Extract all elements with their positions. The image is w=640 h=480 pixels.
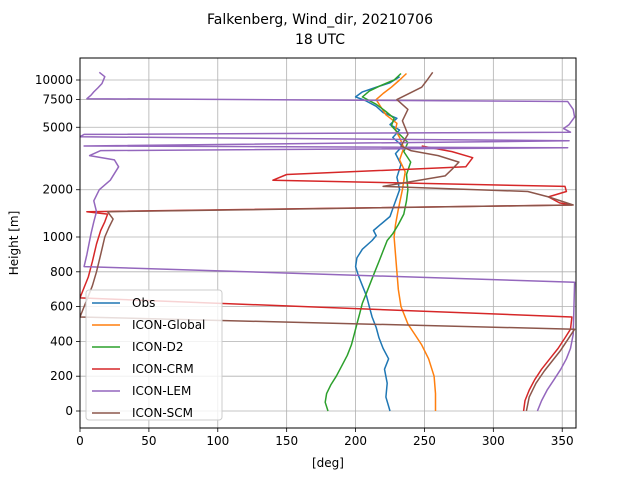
y-tick-label: 1000: [42, 230, 73, 244]
y-tick-label: 10000: [35, 73, 73, 87]
legend-label: ICON-LEM: [132, 384, 191, 398]
x-tick-label: 150: [275, 434, 298, 448]
y-tick-label: 600: [50, 300, 73, 314]
chart-title: Falkenberg, Wind_dir, 20210706: [207, 12, 433, 28]
y-tick-label: 0: [65, 404, 73, 418]
x-tick-label: 100: [206, 434, 229, 448]
x-tick-label: 300: [482, 434, 505, 448]
x-tick-label: 0: [76, 434, 84, 448]
y-tick-label: 5000: [42, 120, 73, 134]
legend-label: Obs: [132, 296, 155, 310]
x-tick-label: 200: [344, 434, 367, 448]
y-axis-ticks: 0 200 400 600 800 1000 2000 5000 7500 10000: [35, 73, 80, 418]
legend-label: ICON-D2: [132, 340, 184, 354]
x-tick-label: 50: [141, 434, 156, 448]
x-tick-label: 350: [551, 434, 574, 448]
y-axis-label: Height [m]: [7, 211, 21, 276]
x-tick-label: 250: [413, 434, 436, 448]
series-line-icon-global: [376, 74, 435, 412]
y-tick-label: 200: [50, 369, 73, 383]
y-tick-label: 2000: [42, 183, 73, 197]
legend-label: ICON-CRM: [132, 362, 194, 376]
series-line-icon-d2: [325, 74, 411, 412]
chart-subtitle: 18 UTC: [295, 32, 345, 48]
legend: Obs ICON-Global ICON-D2 ICON-CRM ICON-LEM ICO…: [86, 290, 222, 420]
x-axis-label: [deg]: [312, 456, 344, 470]
legend-label: ICON-Global: [132, 318, 205, 332]
y-tick-label: 7500: [42, 93, 73, 107]
legend-label: ICON-SCM: [132, 406, 193, 420]
x-axis-ticks: 0 50 100 150 200 250 300 350: [76, 428, 573, 448]
y-tick-label: 800: [50, 265, 73, 279]
y-tick-label: 400: [50, 334, 73, 348]
